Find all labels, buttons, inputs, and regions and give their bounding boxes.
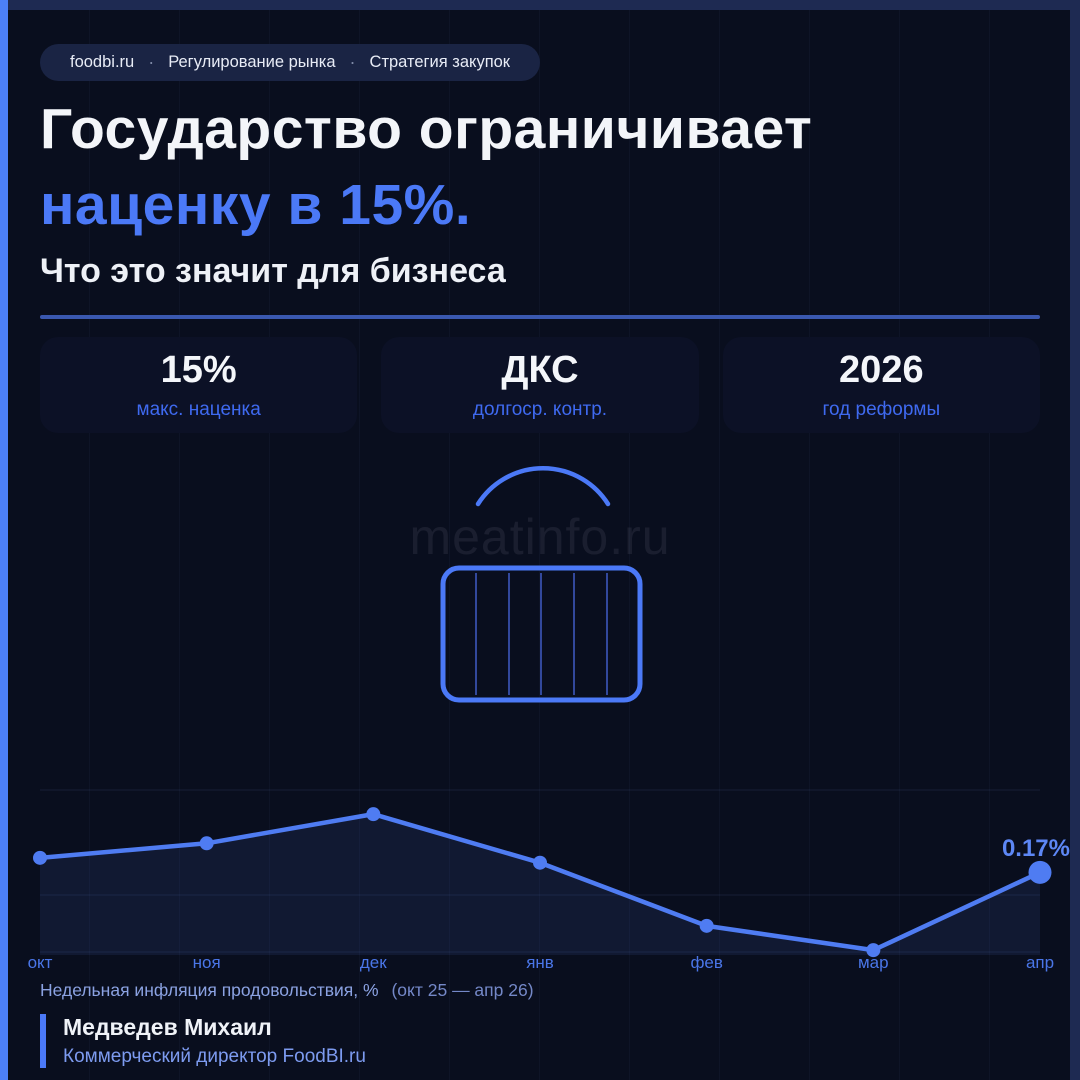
x-axis-tick: окт (27, 953, 53, 972)
watermark-text: meatinfo.ru (409, 509, 671, 565)
stat-card-year: 2026 год реформы (722, 337, 1040, 433)
stat-value: ДКС (501, 349, 579, 391)
stat-label: макс. наценка (136, 399, 261, 420)
stat-value: 15% (160, 349, 237, 391)
chart-last-point-label: 0.17% (1001, 835, 1070, 862)
breadcrumb-topic[interactable]: Стратегия закупок (369, 53, 511, 71)
breadcrumb: foodbi.ru · Регулирование рынка · Страте… (40, 44, 541, 81)
stat-value: 2026 (839, 349, 924, 391)
inflation-line-chart (33, 789, 1052, 958)
stat-card-markup: 15% макс. наценка (40, 337, 358, 433)
breadcrumb-separator: · (349, 52, 356, 72)
headline-line1: Государство ограничивает (40, 97, 813, 161)
author-role: Коммерческий директор FoodBI.ru (63, 1046, 366, 1067)
breadcrumb-site[interactable]: foodbi.ru (70, 53, 135, 71)
stat-label: долгоср. контр. (472, 399, 608, 420)
headline-line2-accent: наценку в 15%. (40, 173, 472, 237)
chart-caption: Недельная инфляция продовольствия, % (ок… (40, 980, 534, 1001)
author-block: Медведев Михаил Коммерческий директор Fo… (40, 1014, 366, 1068)
x-axis-tick: дек (359, 953, 387, 972)
stat-label: год реформы (822, 399, 941, 420)
basket-icon (440, 466, 643, 703)
section-divider (40, 315, 1040, 319)
stats-row: 15% макс. наценка ДКС долгоср. контр. 20… (40, 337, 1040, 433)
x-axis-tick: мар (857, 953, 889, 972)
x-axis-tick: фев (690, 953, 723, 972)
x-axis-tick: апр (1025, 953, 1055, 972)
breadcrumb-separator: · (148, 52, 155, 72)
frame-top-bar (8, 0, 1070, 10)
x-axis-tick: ноя (192, 953, 221, 972)
x-axis-tick: янв (526, 953, 554, 972)
headline-subtitle: Что это значит для бизнеса (40, 252, 506, 290)
author-name: Медведев Михаил (63, 1014, 272, 1040)
chart-date-range: (окт 25 — апр 26) (391, 980, 534, 1000)
chart-title: Недельная инфляция продовольствия, % (40, 980, 379, 1000)
frame-left-accent-bar (0, 0, 8, 1080)
stat-card-contracts: ДКС долгоср. контр. (381, 337, 699, 433)
frame-right-bar (1070, 0, 1080, 1080)
breadcrumb-category[interactable]: Регулирование рынка (168, 53, 336, 71)
